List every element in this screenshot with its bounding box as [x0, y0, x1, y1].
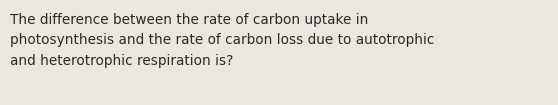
Text: The difference between the rate of carbon uptake in
photosynthesis and the rate : The difference between the rate of carbo… — [10, 13, 435, 68]
